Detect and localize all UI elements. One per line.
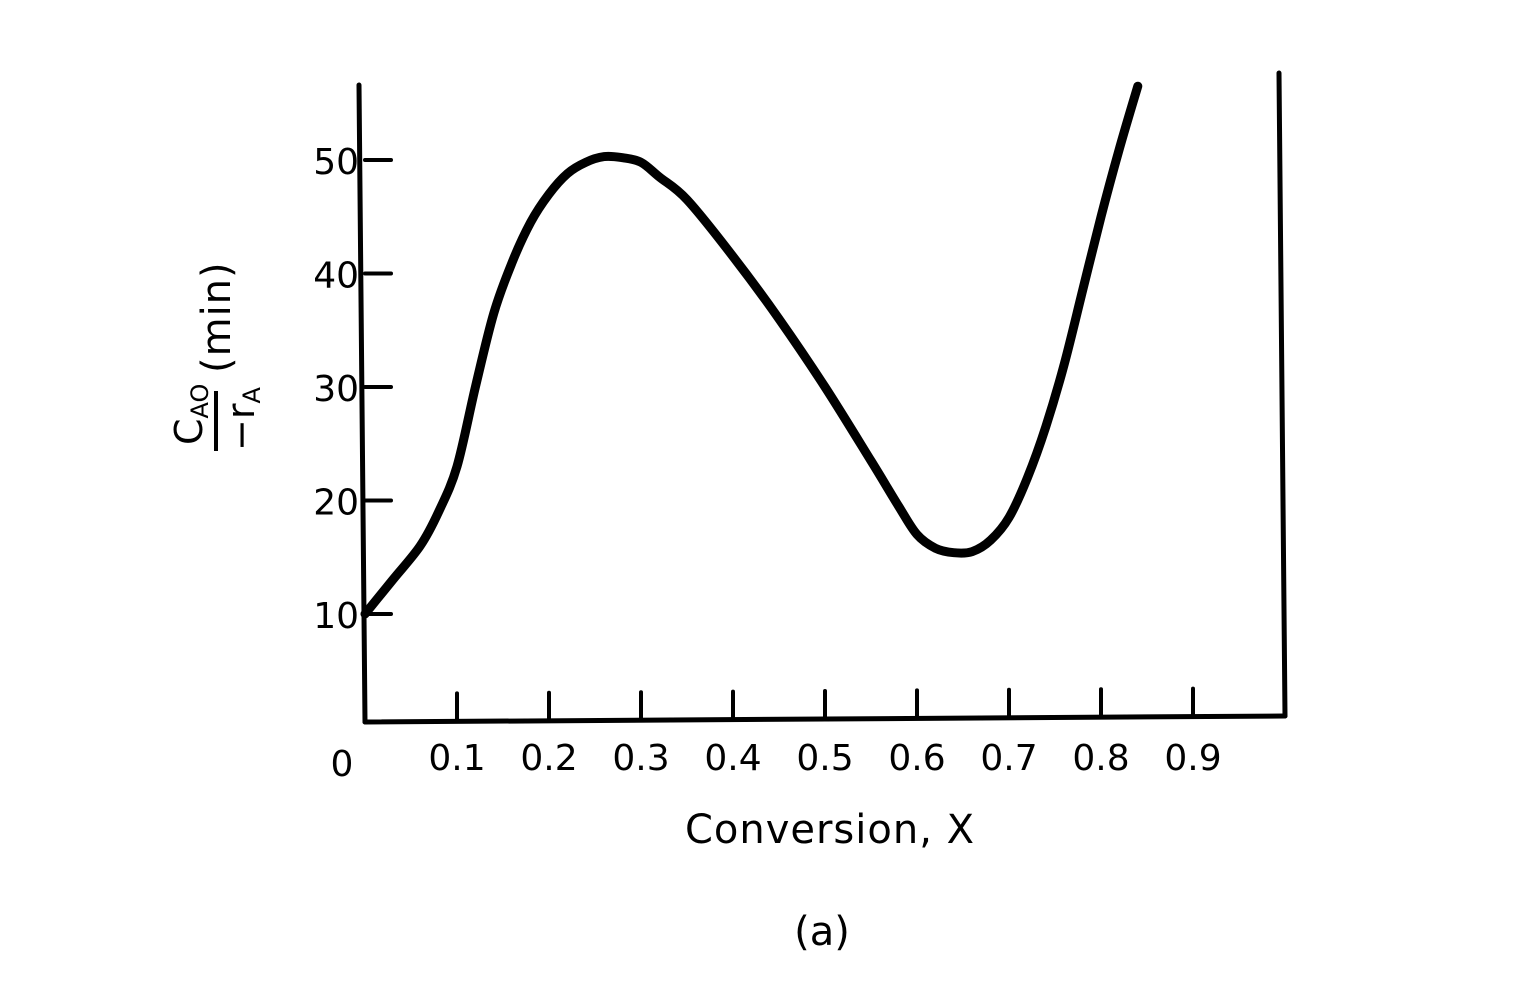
x-axis-title: Conversion, X bbox=[685, 807, 975, 853]
y-tick-label: 40 bbox=[313, 256, 359, 297]
y-title-numerator: CAO bbox=[167, 384, 214, 445]
x-tick-label: 0.3 bbox=[612, 738, 669, 779]
x-tick-label: 0.6 bbox=[888, 738, 945, 779]
y-tick-label: 10 bbox=[313, 596, 359, 637]
series bbox=[360, 81, 1143, 619]
x-tick-label: 0.8 bbox=[1072, 738, 1129, 779]
y-title-denominator: −rA bbox=[219, 387, 266, 451]
x-ticks: 0.1 0.2 0.3 0.4 0.5 0.6 0.7 0.8 0.9 bbox=[428, 686, 1222, 779]
x-tick-label: 0.5 bbox=[796, 738, 853, 779]
figure-caption: (a) bbox=[794, 909, 850, 955]
axes bbox=[356, 70, 1288, 725]
y-axis-line bbox=[356, 82, 368, 725]
series-line bbox=[360, 81, 1143, 619]
y-axis-title: CAO −rA (min) bbox=[167, 261, 266, 451]
y-title-unit: (min) bbox=[194, 261, 240, 373]
y-ticks: 10 20 30 40 50 bbox=[313, 142, 393, 637]
y-tick-label: 50 bbox=[313, 142, 359, 183]
x-tick-label: 0.1 bbox=[428, 738, 485, 779]
x-tick-label: 0.2 bbox=[520, 738, 577, 779]
y-tick-label: 20 bbox=[313, 483, 359, 524]
x-tick-label: 0.4 bbox=[704, 738, 761, 779]
x-tick-label: 0.7 bbox=[980, 738, 1037, 779]
y-tick-label: 30 bbox=[313, 369, 359, 410]
origin-label: 0 bbox=[331, 744, 354, 785]
x-tick-label: 0.9 bbox=[1164, 738, 1221, 779]
right-frame-line bbox=[1276, 70, 1288, 719]
